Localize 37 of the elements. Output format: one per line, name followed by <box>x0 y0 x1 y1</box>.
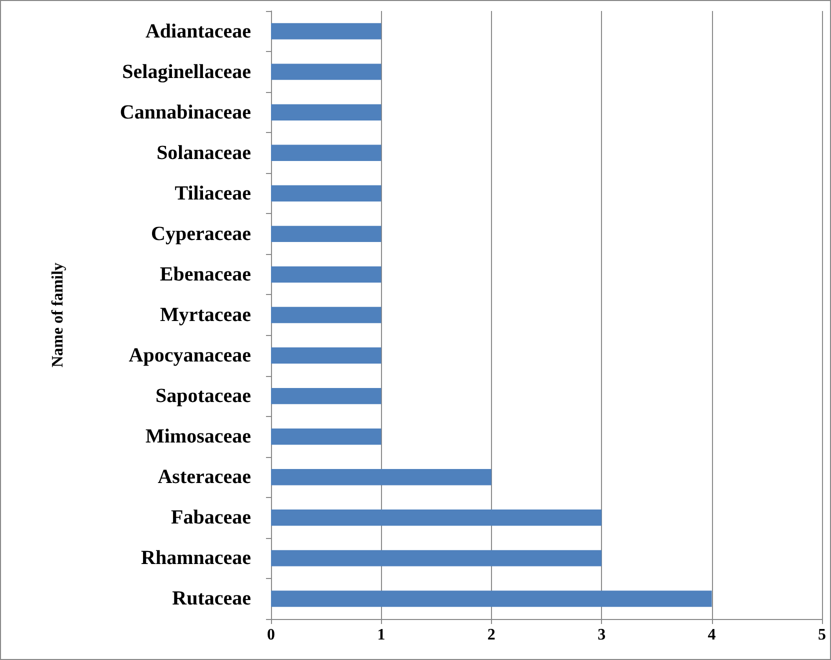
y-tick-label: Rhamnaceae <box>141 547 252 570</box>
y-tick-label: Cyperaceae <box>151 222 252 245</box>
y-tick-label: Solanaceae <box>156 142 252 164</box>
y-axis-title: Name of family <box>50 262 66 368</box>
bar <box>271 469 492 486</box>
x-tick-label: 4 <box>708 626 716 644</box>
bar <box>271 388 382 404</box>
y-tick-label: Ebenaceae <box>160 263 252 286</box>
x-tick-label: 3 <box>598 626 606 644</box>
bar <box>271 64 382 80</box>
y-tick-label: Selaginellaceae <box>122 60 252 83</box>
bar <box>271 23 382 40</box>
bar <box>271 266 382 283</box>
x-tick-label: 5 <box>818 626 826 644</box>
x-tick-label: 1 <box>377 626 386 644</box>
y-tick-label: Adiantaceae <box>145 20 252 42</box>
bar <box>271 185 382 202</box>
y-tick-label: Sapotaceae <box>155 385 252 408</box>
y-tick-label: Myrtaceae <box>160 304 252 326</box>
bar <box>271 104 382 120</box>
bar <box>271 306 382 324</box>
y-tick-label: Asteraceae <box>158 466 252 488</box>
x-tick-label: 0 <box>267 626 275 644</box>
y-tick-label: Mimosaceae <box>145 426 252 448</box>
bar <box>271 550 602 566</box>
bar <box>271 590 712 607</box>
y-tick-label: Rutaceae <box>172 588 252 610</box>
y-tick-label: Apocyanaceae <box>128 344 252 367</box>
bar <box>271 347 382 364</box>
bar <box>271 226 382 242</box>
bar <box>271 428 382 445</box>
y-tick-label: Cannabinaceae <box>120 101 252 124</box>
y-tick-label: Fabaceae <box>171 506 252 529</box>
x-tick-label: 2 <box>487 626 496 644</box>
bar <box>271 144 382 161</box>
y-tick-label: Tiliaceae <box>174 182 252 204</box>
bar <box>271 510 602 526</box>
